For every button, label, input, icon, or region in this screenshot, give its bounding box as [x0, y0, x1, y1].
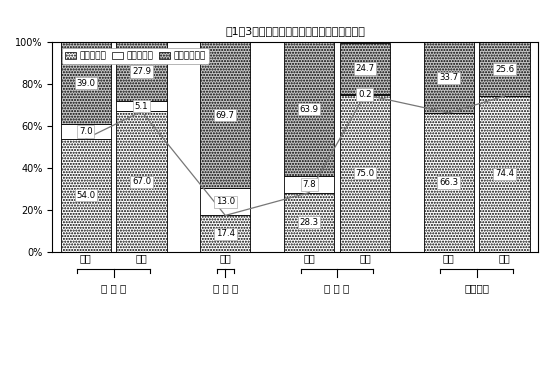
- Text: 27.9: 27.9: [132, 67, 151, 76]
- Bar: [200, 42, 251, 188]
- Text: 63.9: 63.9: [300, 105, 319, 114]
- Text: 25.6: 25.6: [495, 65, 514, 74]
- Text: 13.0: 13.0: [216, 197, 235, 206]
- Text: 0.2: 0.2: [358, 90, 372, 99]
- Text: 75.0: 75.0: [356, 169, 374, 178]
- Text: 66.3: 66.3: [439, 178, 458, 187]
- Bar: [340, 94, 390, 95]
- Bar: [61, 124, 111, 139]
- Bar: [340, 43, 390, 94]
- Text: 5.1: 5.1: [135, 102, 148, 111]
- Bar: [61, 139, 111, 252]
- Bar: [424, 42, 474, 113]
- Text: 17.4: 17.4: [216, 229, 235, 238]
- Bar: [200, 188, 251, 215]
- Text: 39.0: 39.0: [76, 79, 95, 88]
- Text: 7.8: 7.8: [302, 180, 316, 189]
- Bar: [284, 42, 334, 176]
- Bar: [117, 101, 166, 112]
- Text: 7.0: 7.0: [79, 127, 92, 136]
- Bar: [284, 176, 334, 193]
- Text: 74.4: 74.4: [495, 170, 514, 178]
- Text: 幼 稚 園: 幼 稚 園: [101, 283, 126, 293]
- Bar: [284, 193, 334, 252]
- Legend: 学校教育費, 学校給食費, 学校外活動費: 学校教育費, 学校給食費, 学校外活動費: [61, 48, 209, 64]
- Bar: [479, 42, 530, 96]
- Bar: [117, 112, 166, 252]
- Text: 33.7: 33.7: [439, 73, 458, 82]
- Text: 中 学 校: 中 学 校: [325, 283, 349, 293]
- Text: 24.7: 24.7: [356, 64, 374, 73]
- Bar: [424, 113, 474, 252]
- Bar: [200, 215, 251, 252]
- Text: 小 学 校: 小 学 校: [213, 283, 238, 293]
- Text: 69.7: 69.7: [216, 111, 235, 120]
- Bar: [61, 42, 111, 124]
- Bar: [117, 42, 166, 101]
- Text: 67.0: 67.0: [132, 177, 151, 186]
- Title: 図1－3　学校種別にみた学習費総額の構成比: 図1－3 学校種別にみた学習費総額の構成比: [225, 26, 365, 36]
- Text: 54.0: 54.0: [76, 191, 95, 200]
- Bar: [479, 96, 530, 252]
- Text: 高等学校: 高等学校: [464, 283, 489, 293]
- Text: 28.3: 28.3: [300, 218, 319, 227]
- Bar: [340, 95, 390, 252]
